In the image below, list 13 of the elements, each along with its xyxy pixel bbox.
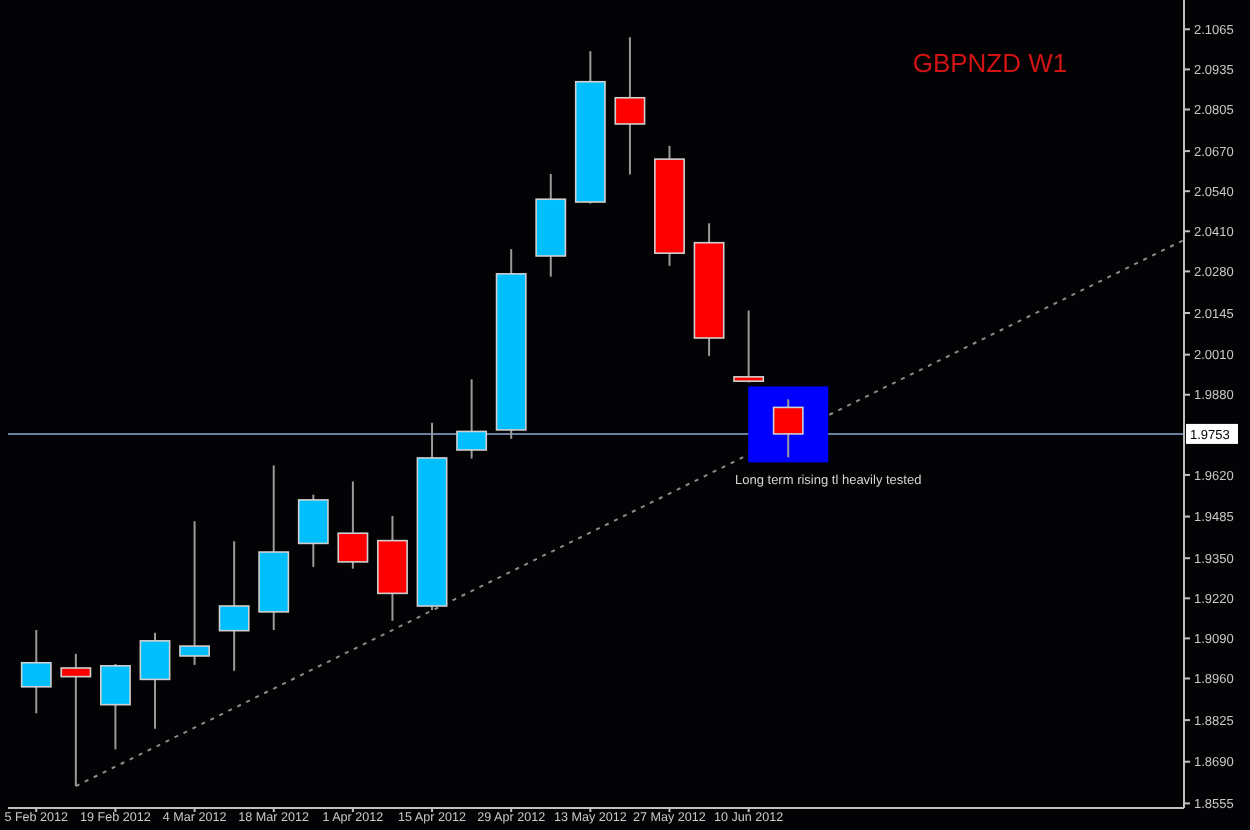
candlestick [179,520,211,666]
candlestick [60,652,92,788]
candlestick [297,493,329,568]
candlestick [772,398,804,459]
candlestick [218,540,250,672]
candlestick [456,378,488,460]
candlestick [733,309,765,384]
candlestick [99,662,131,751]
candlestick [614,36,646,176]
candlestick [139,631,171,730]
candlestick [20,629,52,715]
candlestick [337,480,369,570]
text: GBPNZD W1 [910,48,1070,78]
